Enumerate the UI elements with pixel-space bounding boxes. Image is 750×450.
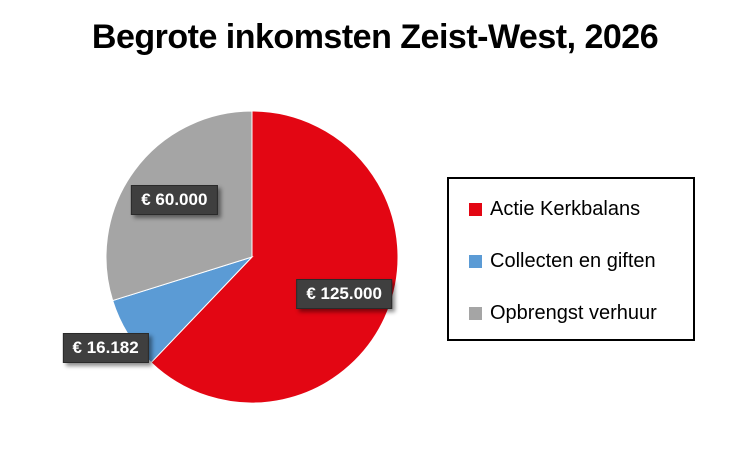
data-label-collecten-en-giften: € 16.182 (62, 332, 149, 363)
legend-item-collecten-en-giften: Collecten en giften (469, 249, 656, 273)
slice-actie-kerkbalans (150, 110, 399, 404)
chart-title: Begrote inkomsten Zeist-West, 2026 (91, 18, 659, 56)
legend: Actie Kerkbalans Collecten en giften Opb… (447, 177, 695, 341)
legend-item-actie-kerkbalans: Actie Kerkbalans (469, 197, 640, 221)
data-label-opbrengst-verhuur: € 60.000 (131, 184, 218, 215)
legend-swatch (469, 306, 482, 320)
legend-swatch (469, 254, 482, 268)
legend-swatch (469, 202, 482, 216)
legend-label: Collecten en giften (490, 249, 656, 272)
legend-label: Actie Kerkbalans (490, 197, 641, 220)
data-label-actie-kerkbalans: € 125.000 (296, 278, 392, 309)
legend-label: Opbrengst verhuur (490, 301, 657, 324)
legend-item-opbrengst-verhuur: Opbrengst verhuur (469, 301, 657, 325)
